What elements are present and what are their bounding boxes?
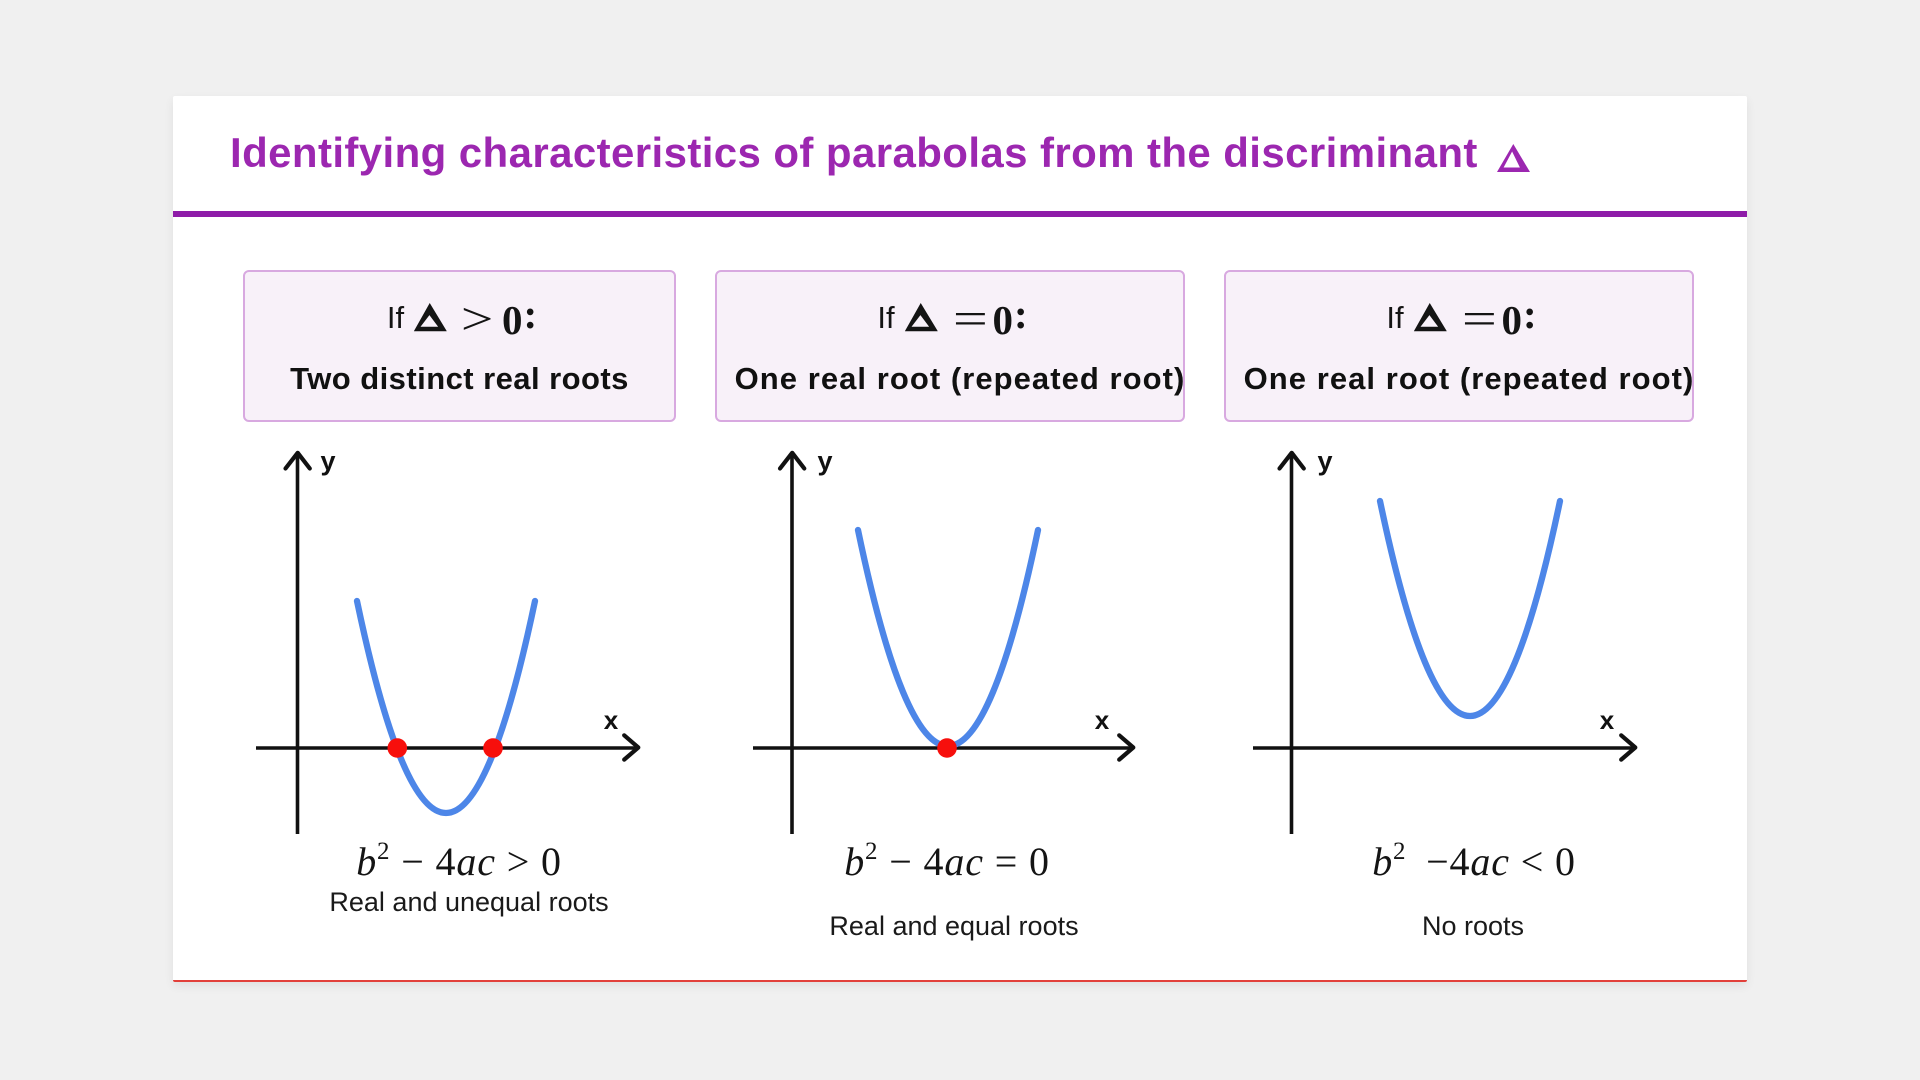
svg-text:y: y [817, 446, 832, 476]
svg-text:x: x [1600, 705, 1615, 735]
svg-text:x: x [1095, 705, 1110, 735]
svg-text:x: x [604, 705, 619, 735]
svg-text:y: y [1317, 446, 1332, 476]
svg-text:y: y [320, 446, 335, 476]
